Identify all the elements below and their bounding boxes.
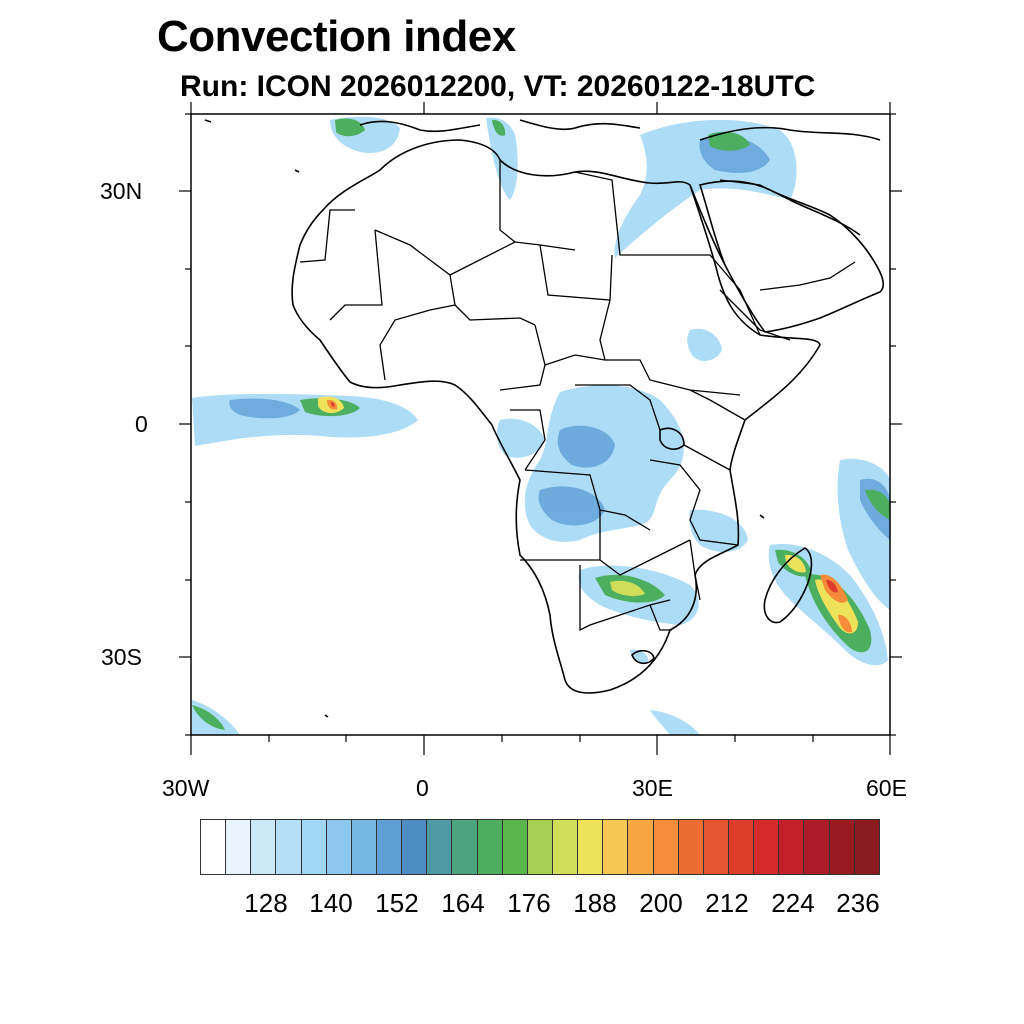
lat-label-0: 0 (135, 411, 148, 437)
colorbar-swatch (301, 820, 327, 874)
lat-label-30n: 30N (100, 178, 143, 204)
colorbar-swatch (251, 820, 277, 874)
chart-subtitle: Run: ICON 2026012200, VT: 20260122-18UTC (180, 70, 816, 103)
colorbar-swatch (854, 820, 879, 874)
colorbar-label: 188 (573, 888, 617, 918)
colorbar-label: 200 (639, 888, 683, 918)
colorbar-label: 224 (771, 888, 815, 918)
colorbar-swatch (351, 820, 377, 874)
colorbar-swatch (829, 820, 855, 874)
colorbar-swatch (552, 820, 579, 874)
axis-ticks (179, 102, 902, 755)
colorbar-label: 140 (309, 888, 353, 918)
colorbar-swatch (628, 820, 654, 874)
colorbar-swatch (502, 820, 528, 874)
lat-label-30s: 30S (101, 644, 142, 670)
country-borders (299, 160, 856, 632)
colorbar-swatch (678, 820, 704, 874)
colorbar-swatch (603, 820, 629, 874)
lon-label-30e: 30E (632, 775, 673, 801)
colorbar-label: 212 (705, 888, 749, 918)
colorbar-swatch (226, 820, 252, 874)
colorbar-swatch (804, 820, 830, 874)
colorbar-swatch (452, 820, 478, 874)
colorbar-label: 128 (244, 888, 288, 918)
lon-label-60e: 60E (866, 775, 907, 801)
colorbar-label: 164 (441, 888, 485, 918)
colorbar-swatch (703, 820, 729, 874)
convection-field (192, 116, 890, 735)
lon-label-0: 0 (416, 775, 429, 801)
colorbar-swatch (754, 820, 780, 874)
colorbar-swatch (653, 820, 679, 874)
colorbar-swatch (402, 820, 428, 874)
colorbar-swatch (578, 820, 604, 874)
colorbar-label: 152 (375, 888, 419, 918)
colorbar-swatch (201, 820, 227, 874)
colorbar-label: 176 (507, 888, 551, 918)
colorbar-swatch (527, 820, 553, 874)
colorbar-swatch (477, 820, 503, 874)
chart-title: Convection index (157, 12, 516, 61)
colorbar-swatch (326, 820, 352, 874)
colorbar-swatch (376, 820, 403, 874)
colorbar-swatch (427, 820, 453, 874)
colorbar (200, 819, 880, 875)
colorbar-label: 236 (836, 888, 880, 918)
colorbar-swatch (276, 820, 302, 874)
colorbar-swatch (728, 820, 755, 874)
colorbar-swatch (779, 820, 805, 874)
lon-label-30w: 30W (162, 775, 210, 801)
